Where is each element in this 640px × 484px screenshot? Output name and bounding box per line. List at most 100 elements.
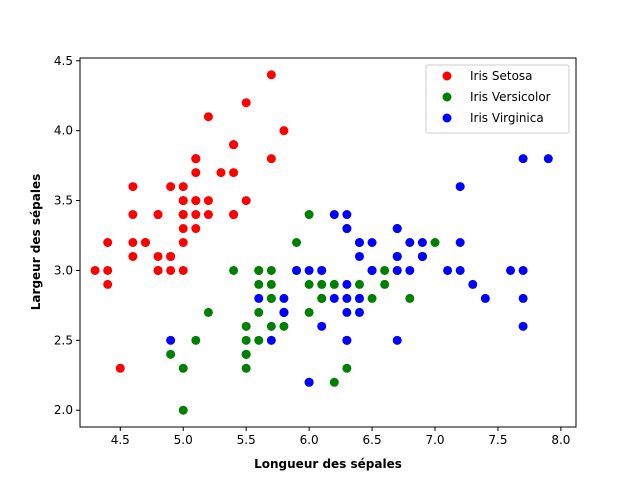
data-point xyxy=(342,363,352,373)
data-point xyxy=(166,265,176,275)
data-point xyxy=(342,293,352,303)
data-point xyxy=(128,251,138,261)
data-point xyxy=(241,349,251,359)
data-point xyxy=(254,307,264,317)
data-point xyxy=(392,224,402,234)
data-point xyxy=(455,265,465,275)
x-tick-label: 7.5 xyxy=(488,433,507,447)
data-point xyxy=(417,238,427,247)
data-point xyxy=(103,265,113,275)
data-point xyxy=(191,335,201,345)
y-tick-label: 3.5 xyxy=(54,194,73,208)
data-point xyxy=(178,238,188,247)
data-point xyxy=(518,154,528,164)
data-point xyxy=(342,279,352,289)
data-point xyxy=(279,126,289,136)
legend-label: Iris Virginica xyxy=(470,111,544,125)
y-tick-label: 2.0 xyxy=(54,403,73,417)
data-point xyxy=(518,321,528,331)
data-point xyxy=(518,265,528,275)
data-point xyxy=(166,349,176,359)
data-point xyxy=(304,377,314,387)
data-point xyxy=(203,196,213,206)
data-point xyxy=(354,293,364,303)
data-point xyxy=(241,363,251,373)
x-tick-label: 6.0 xyxy=(300,433,319,447)
data-point xyxy=(342,307,352,317)
data-point xyxy=(392,335,402,345)
data-point xyxy=(254,279,264,289)
data-point xyxy=(254,293,264,303)
data-point xyxy=(279,293,289,303)
data-point xyxy=(203,210,213,220)
data-point xyxy=(153,265,163,275)
x-tick-label: 5.0 xyxy=(174,433,193,447)
data-point xyxy=(128,238,138,247)
data-point xyxy=(191,210,201,220)
points-layer xyxy=(90,70,553,415)
data-point xyxy=(229,265,239,275)
data-point xyxy=(317,321,327,331)
data-point xyxy=(329,377,339,387)
data-point xyxy=(506,265,516,275)
data-point xyxy=(128,210,138,220)
data-point xyxy=(304,279,314,289)
data-point xyxy=(304,265,314,275)
data-point xyxy=(392,265,402,275)
data-point xyxy=(191,224,201,234)
data-point xyxy=(304,210,314,220)
data-point xyxy=(354,251,364,261)
data-point xyxy=(380,279,390,289)
data-point xyxy=(178,224,188,234)
data-point xyxy=(254,265,264,275)
data-point xyxy=(455,238,465,247)
data-point xyxy=(443,265,453,275)
data-point xyxy=(229,210,239,220)
data-point xyxy=(417,251,427,261)
y-tick-label: 3.0 xyxy=(54,263,73,277)
data-point xyxy=(241,321,251,331)
data-point xyxy=(266,293,276,303)
data-point xyxy=(229,140,239,150)
y-tick-label: 4.5 xyxy=(54,54,73,68)
data-point xyxy=(342,210,352,220)
data-point xyxy=(241,335,251,345)
data-point xyxy=(115,363,125,373)
data-point xyxy=(405,238,415,247)
legend-item: Iris Virginica xyxy=(442,111,544,125)
legend-marker xyxy=(442,113,452,123)
data-point xyxy=(90,265,100,275)
data-point xyxy=(380,265,390,275)
data-point xyxy=(266,335,276,345)
y-tick-label: 4.0 xyxy=(54,124,73,138)
x-tick-label: 8.0 xyxy=(551,433,570,447)
data-point xyxy=(266,279,276,289)
legend-label: Iris Versicolor xyxy=(470,90,551,104)
data-point xyxy=(468,279,478,289)
x-tick-label: 6.5 xyxy=(363,433,382,447)
data-point xyxy=(191,168,201,178)
y-axis-label: Largeur des sépales xyxy=(29,174,43,310)
data-point xyxy=(279,307,289,317)
data-point xyxy=(153,210,163,220)
data-point xyxy=(455,182,465,192)
data-point xyxy=(480,293,490,303)
data-point xyxy=(292,265,302,275)
data-point xyxy=(304,307,314,317)
data-point xyxy=(178,363,188,373)
data-point xyxy=(178,405,188,415)
data-point xyxy=(203,307,213,317)
data-point xyxy=(266,70,276,80)
legend-frame xyxy=(425,64,570,134)
data-point xyxy=(317,265,327,275)
plot-frame xyxy=(79,57,577,428)
y-tick-label: 2.5 xyxy=(54,333,73,347)
legend: Iris Setosa Iris Versicolor Iris Virginica xyxy=(425,64,570,134)
data-point xyxy=(367,265,377,275)
data-point xyxy=(329,293,339,303)
data-point xyxy=(229,168,239,178)
data-point xyxy=(266,154,276,164)
data-point xyxy=(543,154,553,164)
